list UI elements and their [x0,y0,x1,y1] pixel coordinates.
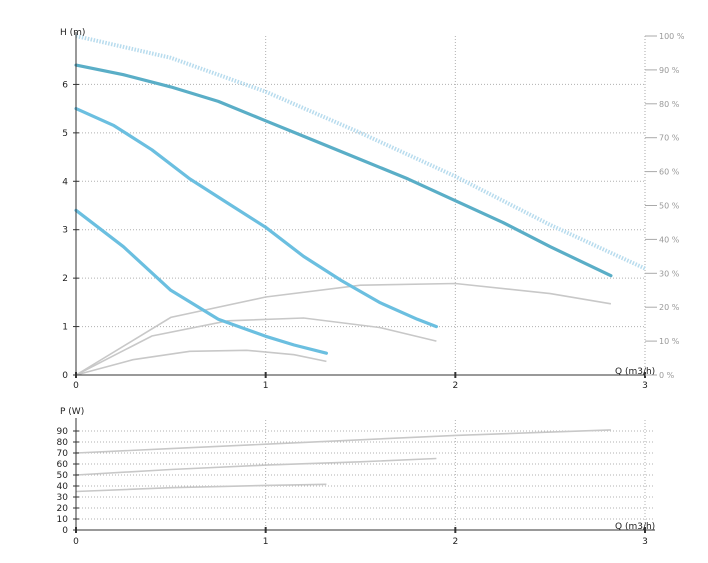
head-chart-grid [76,36,646,375]
max-head-curve [75,34,646,271]
head-y-tick-label: 5 [62,129,68,139]
efficiency-tick-label: 30 % [659,269,680,278]
efficiency-curve [75,349,327,376]
head-axis-title: H (m) [60,28,85,38]
power-chart-x-axis-title: Q (m3/h) [615,522,655,532]
head-chart-x-axis-title: Q (m3/h) [615,367,655,377]
power-y-tick-label: 40 [57,482,69,492]
efficiency-curve [75,317,437,376]
head-y-tick-label: 2 [62,274,68,284]
efficiency-tick-label: 70 % [659,134,680,143]
efficiency-tick-label: 10 % [659,337,680,346]
x-tick-label: 0 [73,381,79,391]
power-x-tick-label: 1 [263,537,269,547]
efficiency-tick-label: 0 % [659,371,675,380]
power-x-tick-label: 2 [452,537,458,547]
power-y-tick-label: 50 [57,471,69,481]
power-curve [75,429,611,454]
power-curve [75,483,327,493]
efficiency-tick-label: 40 % [659,235,680,244]
power-curve [75,457,437,476]
power-y-tick-label: 30 [57,493,69,503]
power-chart-grid [76,420,655,530]
power-y-tick-label: 70 [57,449,69,459]
efficiency-tick-label: 20 % [659,303,680,312]
head-y-tick-label: 0 [62,371,68,381]
power-y-tick-label: 90 [57,427,69,437]
head-y-tick-label: 3 [62,226,68,236]
power-axis-title: P (W) [60,407,84,417]
power-curves [75,429,611,493]
efficiency-curve [75,282,612,376]
x-tick-label: 1 [263,381,269,391]
efficiency-curves [75,282,612,376]
head-y-tick-label: 4 [62,177,68,187]
power-y-tick-label: 80 [57,438,69,448]
efficiency-tick-label: 100 % [659,32,685,41]
head-curve [74,208,328,355]
efficiency-tick-label: 50 % [659,202,680,211]
head-y-tick-label: 1 [62,323,68,333]
power-x-tick-label: 3 [642,537,648,547]
efficiency-tick-label: 90 % [659,66,680,75]
max-head-line [75,34,646,271]
efficiency-tick-label: 80 % [659,100,680,109]
head-curve [74,63,613,278]
x-tick-label: 2 [452,381,458,391]
head-curve [74,107,438,329]
power-y-tick-label: 60 [57,460,69,470]
power-y-tick-label: 10 [57,515,69,525]
x-tick-label: 3 [642,381,648,391]
efficiency-tick-label: 60 % [659,168,680,177]
power-x-tick-label: 0 [73,537,79,547]
power-y-tick-label: 20 [57,504,69,514]
head-curves [74,63,613,355]
head-y-tick-label: 6 [62,80,68,90]
power-y-tick-label: 0 [62,526,68,536]
